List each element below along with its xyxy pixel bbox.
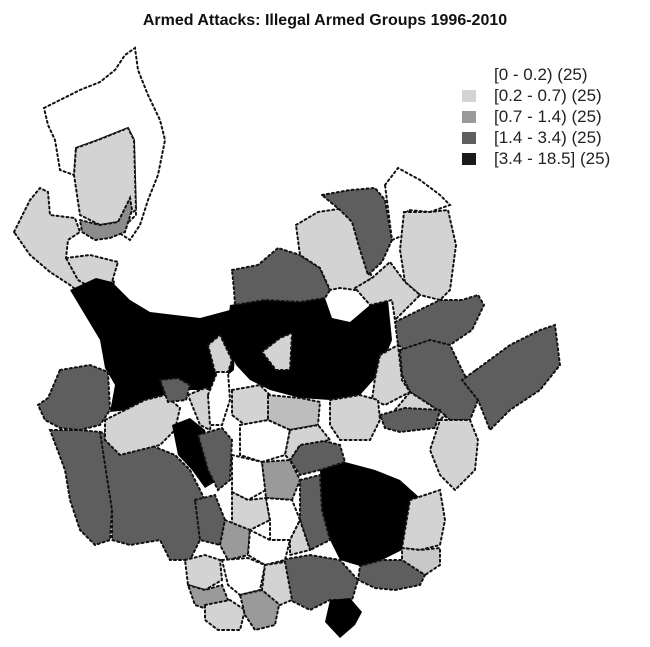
region-west-small-dark[interactable] xyxy=(158,376,192,404)
legend-swatch-class-1 xyxy=(462,68,476,81)
region-ne-4[interactable] xyxy=(383,166,452,242)
legend-label: [3.4 - 18.5] (25) xyxy=(494,148,611,168)
region-c-11[interactable] xyxy=(289,517,312,557)
region-se-3[interactable] xyxy=(356,559,427,592)
region-c-10[interactable] xyxy=(246,528,292,567)
region-s-1[interactable] xyxy=(183,553,224,592)
legend-item: [0.7 - 1.4) (25) xyxy=(462,106,610,127)
region-north-west[interactable] xyxy=(12,186,117,302)
legend-swatch-class-3 xyxy=(462,110,476,123)
region-black-west[interactable] xyxy=(70,278,236,412)
region-light-hole[interactable] xyxy=(260,331,294,371)
region-east-5[interactable] xyxy=(378,406,442,434)
legend-label: [0 - 0.2) (25) xyxy=(494,64,588,84)
region-se-4[interactable] xyxy=(278,553,360,612)
region-s-6[interactable] xyxy=(260,560,294,607)
legend-item: [3.4 - 18.5] (25) xyxy=(462,148,610,169)
region-black-south[interactable] xyxy=(325,598,362,638)
region-east-6[interactable] xyxy=(428,419,480,492)
legend-label: [1.4 - 3.4) (25) xyxy=(494,127,602,147)
region-c-9[interactable] xyxy=(218,518,252,562)
region-wc-4[interactable] xyxy=(206,333,234,373)
legend-swatch-class-4 xyxy=(462,131,476,144)
region-north-2[interactable] xyxy=(78,194,134,242)
region-east-7[interactable] xyxy=(329,393,382,441)
region-ne-1[interactable] xyxy=(230,246,332,307)
region-c-1[interactable] xyxy=(231,383,272,427)
map-title: Armed Attacks: Illegal Armed Groups 1996… xyxy=(142,12,508,29)
region-s-4[interactable] xyxy=(204,598,247,631)
region-s-3[interactable] xyxy=(220,556,267,597)
legend-item: [0.2 - 0.7) (25) xyxy=(462,85,610,106)
legend-label: [0.2 - 0.7) (25) xyxy=(494,85,602,105)
legend-swatch-class-5 xyxy=(462,152,476,165)
region-ne-6[interactable] xyxy=(353,260,422,323)
legend-item: [0 - 0.2) (25) xyxy=(462,64,610,85)
region-east-far[interactable] xyxy=(460,323,562,432)
region-west-2[interactable] xyxy=(48,429,114,547)
region-black-southeast[interactable] xyxy=(320,462,420,566)
legend-item: [1.4 - 3.4) (25) xyxy=(462,127,610,148)
region-ne-3[interactable] xyxy=(319,186,394,277)
region-east-3[interactable] xyxy=(370,343,412,407)
region-c-4[interactable] xyxy=(283,423,332,462)
region-c-3[interactable] xyxy=(239,418,292,464)
region-c-5[interactable] xyxy=(231,453,268,502)
region-west-1[interactable] xyxy=(36,363,112,432)
legend: [0 - 0.2) (25) [0.2 - 0.7) (25) [0.7 - 1… xyxy=(462,64,610,169)
legend-label: [0.7 - 1.4) (25) xyxy=(494,106,602,126)
region-wc-1[interactable] xyxy=(196,426,234,492)
region-ne-5[interactable] xyxy=(398,208,458,302)
region-black-center[interactable] xyxy=(226,298,392,400)
region-c-6[interactable] xyxy=(260,458,302,502)
legend-swatch-class-2 xyxy=(462,89,476,102)
